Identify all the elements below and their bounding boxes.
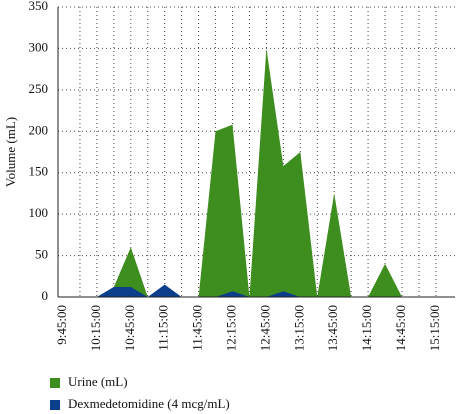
x-tick-label: 12:15:00 [223,305,238,351]
x-tick-label: 10:15:00 [88,305,103,351]
legend-label: Urine (mL) [68,374,128,389]
y-tick-label: 0 [42,288,49,303]
x-tick-label: 15:15:00 [427,305,442,351]
x-tick-label: 10:45:00 [122,305,137,351]
legend-label: Dexmedetomidine (4 mcg/mL) [68,396,230,411]
legend-swatch [50,378,60,388]
x-tick-label: 13:45:00 [325,305,340,351]
y-tick-label: 350 [29,0,49,13]
y-tick-label: 200 [29,122,49,137]
x-tick-label: 9:45:00 [54,305,69,345]
y-tick-label: 150 [29,164,49,179]
x-tick-label: 12:45:00 [257,305,272,351]
y-tick-label: 50 [35,247,48,262]
y-tick-label: 300 [29,39,49,54]
x-tick-label: 11:15:00 [156,305,171,351]
y-tick-label: 250 [29,81,49,96]
area [63,284,436,297]
legend-swatch [50,400,60,410]
x-tick-label: 14:45:00 [393,305,408,351]
y-axis-label: Volume (mL) [3,117,18,187]
y-tick-label: 100 [29,205,49,220]
x-tick-label: 13:15:00 [291,305,306,351]
x-tick-label: 11:45:00 [190,305,205,351]
x-tick-label: 14:15:00 [359,305,374,351]
